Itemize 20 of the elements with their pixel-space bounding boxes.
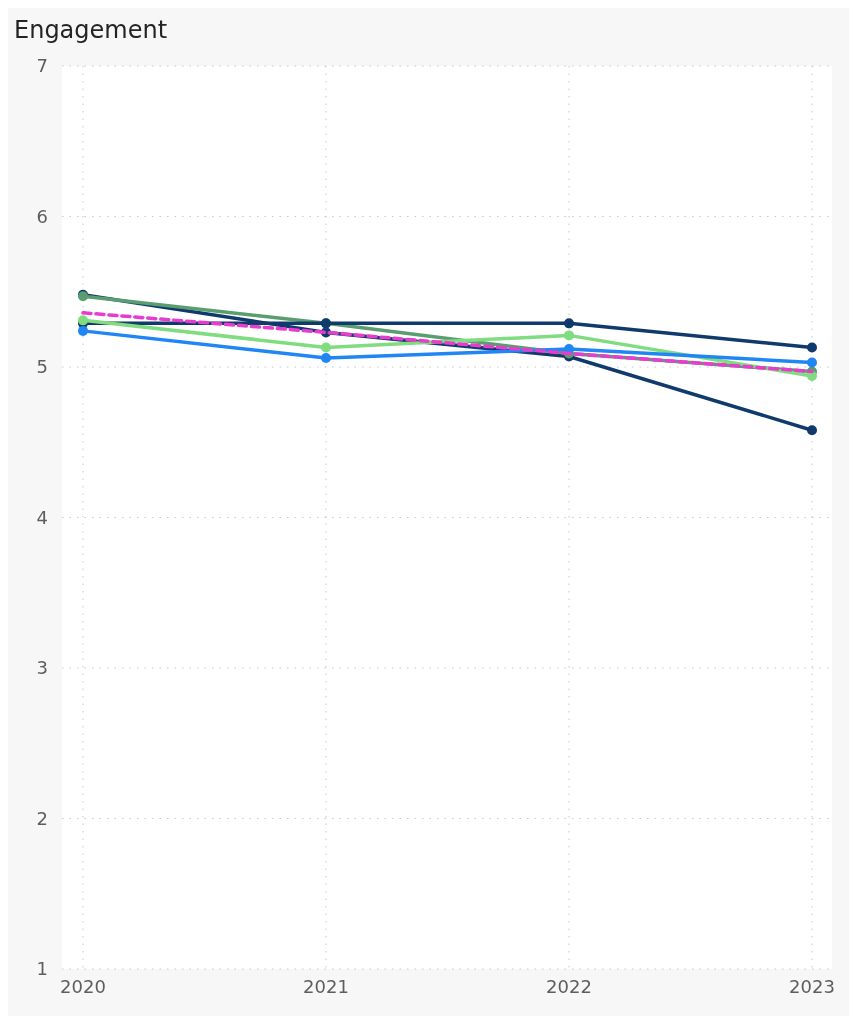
point — [564, 330, 574, 341]
y-tick-label: 5 — [36, 356, 48, 378]
y-tick-label: 2 — [36, 807, 48, 829]
point — [807, 425, 817, 436]
point — [78, 325, 88, 336]
x-tick-label: 2021 — [303, 976, 349, 997]
x-tick-label: 2023 — [789, 976, 835, 997]
point — [564, 318, 574, 329]
y-tick-label: 3 — [36, 657, 48, 679]
point — [321, 342, 331, 353]
point — [807, 342, 817, 353]
y-tick-label: 6 — [36, 205, 48, 227]
point — [807, 357, 817, 368]
point — [321, 352, 331, 363]
y-tick-label: 7 — [36, 55, 48, 77]
y-tick-label: 4 — [36, 506, 48, 528]
y-tick-label: 1 — [36, 958, 48, 980]
x-tick-label: 2020 — [60, 976, 106, 997]
chart-title: Engagement — [14, 16, 168, 44]
x-tick-label: 2022 — [546, 976, 592, 997]
